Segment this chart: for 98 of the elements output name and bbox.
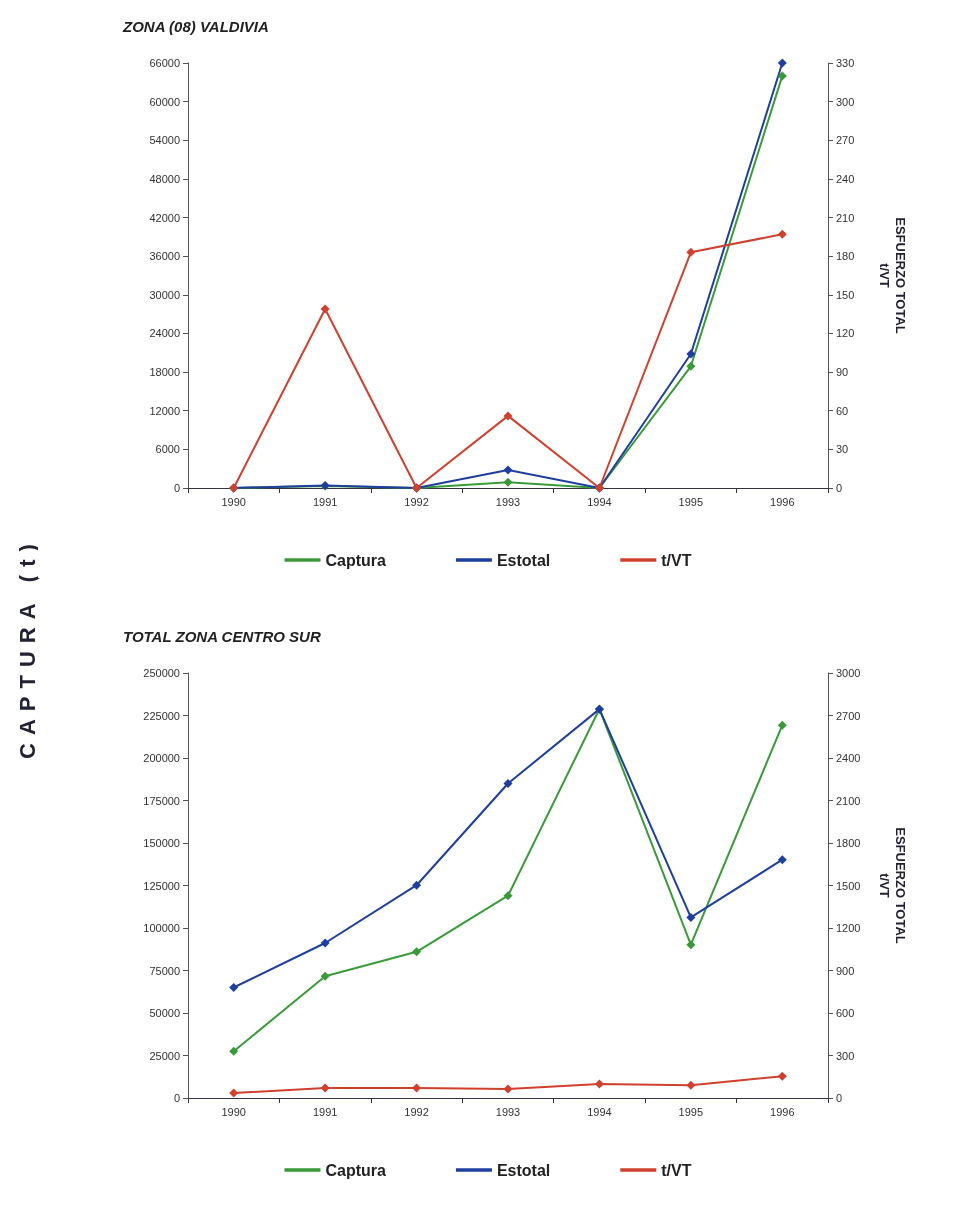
x-tick-label: 1996 — [770, 495, 795, 508]
x-tick-label: 1992 — [404, 495, 429, 508]
y2-tick-label: 600 — [836, 1007, 855, 1019]
point — [503, 411, 513, 421]
y2-axis-title: ESFUERZO TOTAL t/VT — [876, 827, 908, 944]
x-tick-label: 1990 — [221, 1105, 246, 1118]
x-tick-label: 1991 — [312, 495, 338, 508]
point — [412, 880, 422, 890]
point — [777, 1071, 787, 1081]
y2-tick-label: 60 — [836, 404, 849, 417]
y2-tick-label: 1800 — [836, 837, 861, 849]
y2-tick-label: 270 — [836, 134, 855, 147]
x-tick-label: 1993 — [495, 495, 521, 508]
legend-label: Estotal — [496, 551, 551, 569]
point — [686, 912, 696, 922]
y-tick-label: 24000 — [149, 327, 180, 340]
y-tick-label: 42000 — [149, 211, 180, 224]
legend-label: Captura — [325, 1161, 387, 1179]
y2-tick-label: 2400 — [836, 752, 861, 764]
legend-label: t/VT — [661, 1161, 692, 1179]
y2-tick-label: 900 — [836, 964, 855, 977]
y2-tick-label: 300 — [836, 95, 855, 108]
y2-tick-label: 150 — [836, 288, 855, 301]
y-tick-label: 30000 — [149, 288, 180, 301]
point — [777, 58, 787, 68]
chart-title: TOTAL ZONA CENTRO SUR — [123, 628, 321, 645]
y-tick-label: 18000 — [149, 366, 180, 379]
y2-tick-label: 210 — [836, 211, 855, 224]
y-tick-label: 250000 — [143, 667, 180, 679]
y-tick-label: 66000 — [149, 57, 180, 69]
x-tick-label: 1990 — [221, 495, 246, 508]
y2-tick-label: 180 — [836, 250, 855, 263]
x-tick-label: 1992 — [404, 1105, 429, 1118]
point — [503, 477, 513, 487]
y2-tick-label: 90 — [836, 366, 849, 379]
y-tick-label: 100000 — [143, 922, 180, 934]
x-tick-label: 1994 — [587, 495, 612, 508]
point — [686, 349, 696, 359]
y-tick-label: 12000 — [149, 404, 180, 417]
point — [686, 247, 696, 257]
point — [686, 1080, 696, 1090]
y-tick-label: 36000 — [149, 250, 180, 263]
y-tick-label: 150000 — [143, 837, 180, 849]
y2-tick-label: 300 — [836, 1049, 855, 1062]
y-tick-label: 0 — [173, 482, 180, 494]
x-tick-label: 1996 — [770, 1105, 795, 1118]
point — [777, 229, 787, 239]
x-tick-label: 1994 — [587, 1105, 612, 1118]
y-tick-label: 200000 — [143, 752, 180, 764]
point — [503, 1084, 513, 1094]
point — [777, 855, 787, 865]
chart-title: ZONA (08) VALDIVIA — [122, 18, 269, 35]
y-tick-label: 225000 — [143, 709, 180, 722]
point — [412, 947, 422, 957]
y-tick-label: 48000 — [149, 172, 180, 185]
point — [229, 983, 239, 992]
y-tick-label: 50000 — [149, 1007, 180, 1019]
y-tick-label: 75000 — [149, 964, 180, 977]
point — [320, 304, 330, 314]
y2-tick-label: 330 — [836, 57, 855, 69]
x-tick-label: 1991 — [312, 1105, 338, 1118]
y2-tick-label: 1500 — [836, 879, 861, 892]
y2-tick-label: 0 — [836, 482, 843, 494]
point — [320, 938, 330, 948]
y2-tick-label: 2700 — [836, 709, 861, 722]
y2-tick-label: 0 — [836, 1092, 843, 1104]
y2-tick-label: 120 — [836, 327, 855, 340]
y2-tick-label: 3000 — [836, 667, 861, 679]
point — [686, 940, 696, 950]
point — [229, 1046, 239, 1056]
point — [229, 1088, 239, 1098]
legend-label: Estotal — [496, 1161, 551, 1179]
legend-label: Captura — [325, 551, 387, 569]
y2-axis-title: ESFUERZO TOTAL t/VT — [876, 217, 908, 334]
y2-tick-label: 2100 — [836, 794, 861, 807]
point — [686, 361, 696, 371]
point — [503, 891, 513, 901]
x-tick-label: 1995 — [678, 1105, 704, 1118]
point — [503, 465, 513, 475]
y2-tick-label: 30 — [836, 443, 849, 456]
y-tick-label: 54000 — [149, 134, 180, 147]
y-tick-label: 6000 — [155, 443, 180, 456]
point — [777, 71, 787, 81]
y2-tick-label: 240 — [836, 172, 855, 185]
x-tick-label: 1993 — [495, 1105, 521, 1118]
point — [320, 971, 330, 981]
y-tick-label: 25000 — [149, 1049, 180, 1062]
y2-tick-label: 1200 — [836, 922, 861, 934]
y-tick-label: 60000 — [149, 95, 180, 108]
point — [320, 1083, 330, 1093]
point — [594, 1079, 604, 1089]
x-tick-label: 1995 — [678, 495, 704, 508]
point — [503, 779, 513, 788]
y-tick-label: 0 — [173, 1092, 180, 1104]
y-tick-label: 175000 — [143, 794, 180, 807]
y-tick-label: 125000 — [143, 879, 180, 892]
legend-label: t/VT — [661, 551, 692, 569]
point — [777, 720, 787, 730]
